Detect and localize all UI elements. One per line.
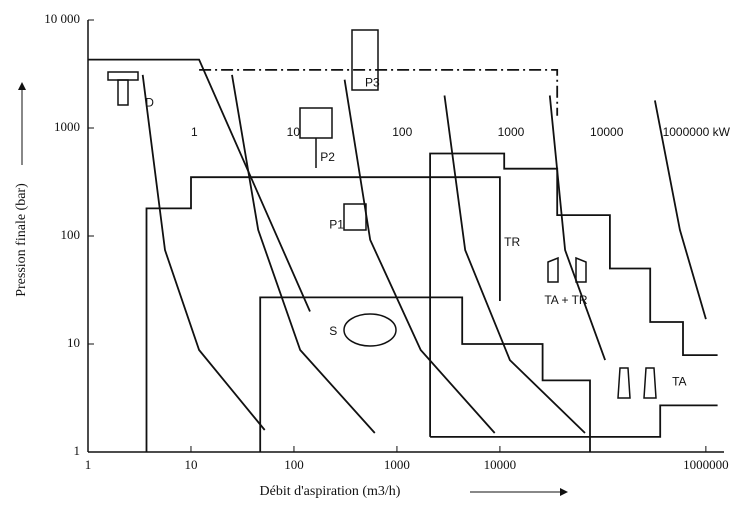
series-line: [88, 58, 311, 312]
series-line: [443, 95, 586, 434]
annotation: D: [145, 95, 154, 109]
icon-d: [107, 71, 139, 81]
annotation: 1000000 kW: [663, 125, 731, 139]
icon-ta: [617, 367, 657, 399]
annotation: 1000: [498, 125, 525, 139]
y-axis-label: Pression finale (bar): [14, 183, 29, 297]
y-tick-label: 100: [61, 227, 81, 242]
series-line: [430, 404, 718, 438]
annotation: 10: [287, 125, 301, 139]
icon-p2: [299, 107, 333, 139]
x-tick-label: 1000000: [683, 457, 729, 472]
series-line: [231, 74, 376, 434]
annotation: TR: [504, 235, 520, 249]
annotation: P3: [365, 75, 380, 89]
annotation: 100: [392, 125, 412, 139]
x-tick-label: 1000: [384, 457, 410, 472]
annotation: P2: [320, 150, 335, 164]
series-line: [654, 100, 707, 320]
icon-p1: [343, 203, 367, 231]
annotation: 1: [191, 125, 198, 139]
icon-ta-tr: [547, 256, 587, 283]
y-tick-label: 10 000: [44, 11, 80, 26]
series-line: [429, 152, 718, 437]
series-line: [145, 176, 501, 452]
icon-s: [343, 313, 397, 347]
x-axis-label: Débit d'aspiration (m3/h): [260, 484, 401, 499]
x-tick-label: 1: [85, 457, 92, 472]
y-arrow-head: [18, 82, 26, 90]
x-tick-label: 10000: [484, 457, 517, 472]
y-tick-label: 1000: [54, 119, 80, 134]
icons: [107, 29, 657, 399]
series-line: [548, 95, 606, 361]
icon-d-body: [117, 79, 129, 106]
annotation: TA: [672, 375, 686, 389]
x-arrow-head: [560, 488, 568, 496]
y-tick-label: 1: [74, 443, 81, 458]
series-line: [141, 74, 266, 431]
x-tick-label: 100: [284, 457, 304, 472]
annotation: P1: [329, 218, 344, 232]
x-tick-label: 10: [184, 457, 197, 472]
icon-p3: [351, 29, 379, 91]
series-line: [259, 296, 591, 452]
y-tick-label: 10: [67, 335, 80, 350]
series-line: [199, 69, 559, 116]
series-line: [343, 79, 496, 434]
annotation: 10000: [590, 125, 624, 139]
annotation: S: [329, 324, 337, 338]
annotation: TA + TR: [544, 293, 588, 307]
